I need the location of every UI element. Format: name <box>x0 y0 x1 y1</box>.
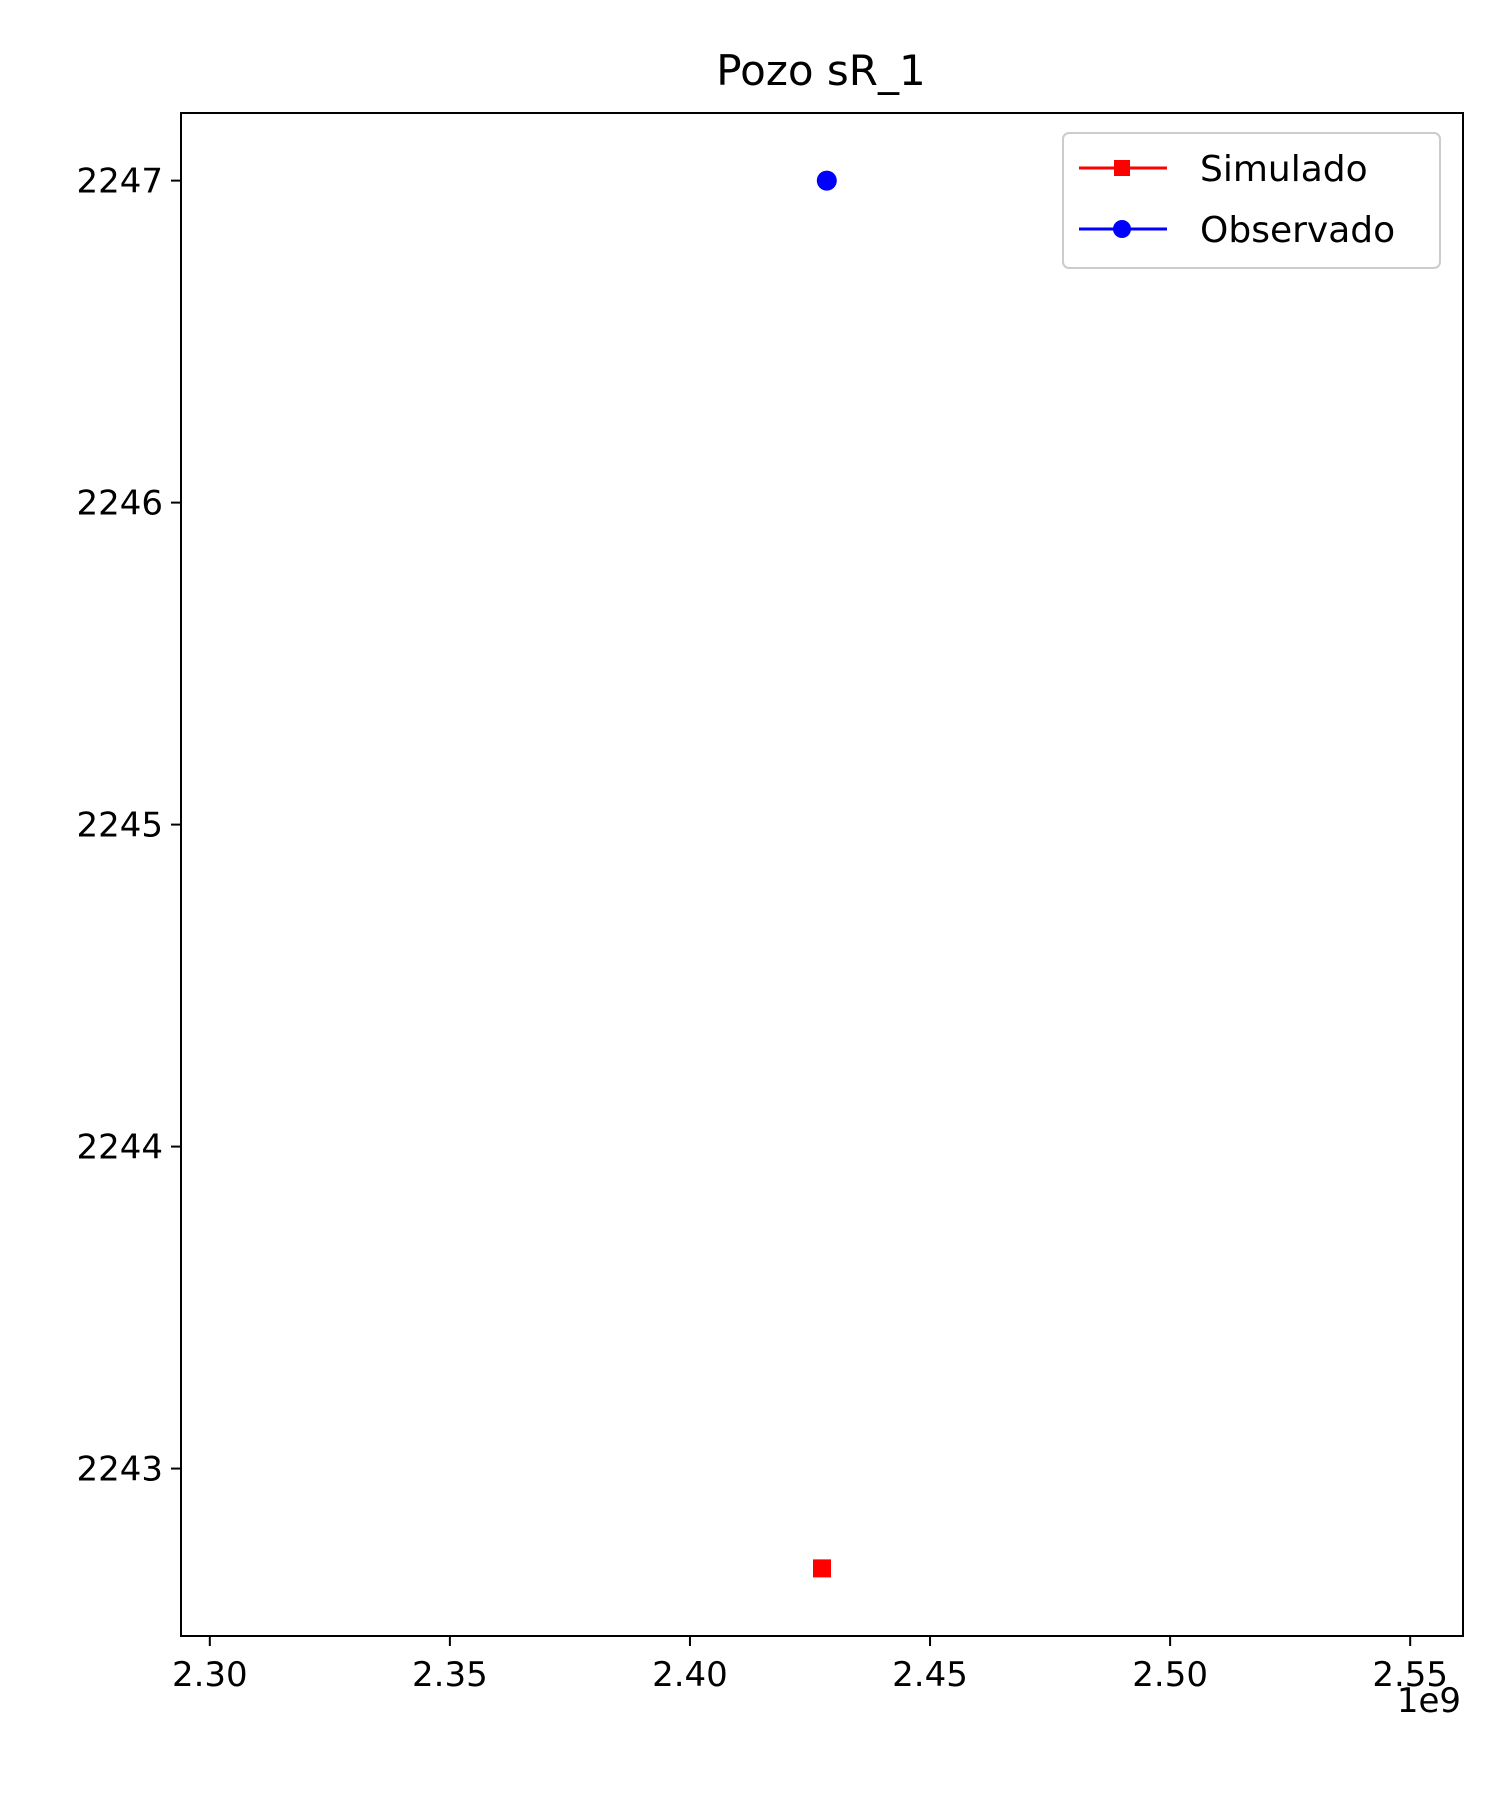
x-tick-label: 2.35 <box>412 1655 488 1695</box>
x-tick-label: 2.40 <box>652 1655 728 1695</box>
legend-marker-observado <box>1113 220 1131 238</box>
data-point-simulado <box>813 1559 831 1578</box>
y-tick-label: 2246 <box>76 484 163 524</box>
x-tick-label: 2.45 <box>892 1655 968 1695</box>
y-tick-label: 2247 <box>76 162 163 202</box>
data-point-observado <box>816 170 837 191</box>
legend-label-observado: Observado <box>1200 210 1395 251</box>
y-axis-ticks: 2243 2244 2245 2246 2247 <box>76 162 181 1490</box>
legend-marker-simulado <box>1114 160 1130 176</box>
legend: Simulado Observado <box>1062 132 1441 269</box>
chart-title: Pozo sR_1 <box>716 46 925 95</box>
data-marks <box>813 170 837 1578</box>
x-tick-label: 2.50 <box>1132 1655 1208 1695</box>
x-tick-label: 2.30 <box>172 1655 248 1695</box>
y-tick-label: 2245 <box>76 806 163 846</box>
x-tick-label: 2.55 <box>1372 1655 1448 1695</box>
x-axis-offset-label: 1e9 <box>1397 1681 1461 1721</box>
legend-label-simulado: Simulado <box>1200 149 1368 190</box>
y-tick-label: 2243 <box>76 1450 163 1490</box>
y-tick-label: 2244 <box>76 1128 163 1168</box>
plot-frame <box>180 112 1464 1637</box>
x-axis-ticks: 2.30 2.35 2.40 2.45 2.50 2.55 <box>172 1636 1448 1695</box>
